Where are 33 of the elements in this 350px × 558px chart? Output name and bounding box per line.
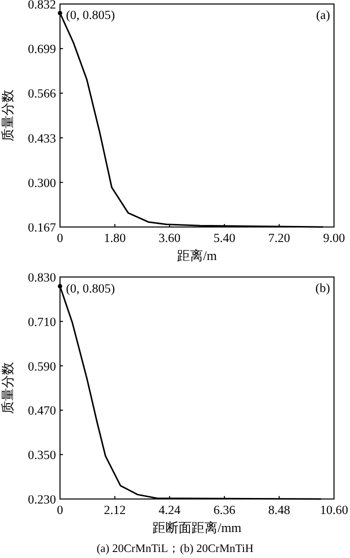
annotation: (0, 0.805) bbox=[66, 8, 115, 22]
x-tick-label: 3.60 bbox=[158, 231, 181, 245]
y-tick-label: 0.167 bbox=[28, 220, 56, 234]
y-tick-label: 0.566 bbox=[28, 86, 56, 101]
y-tick-label: 0.832 bbox=[28, 0, 56, 12]
y-tick-label: 0.710 bbox=[28, 314, 56, 329]
annotation: (0, 0.805) bbox=[66, 281, 115, 296]
y-tick-label: 0.433 bbox=[28, 131, 56, 146]
annotation: (a) bbox=[316, 8, 330, 22]
y-tick-label: 0.300 bbox=[28, 176, 56, 190]
y-tick-label: 0.350 bbox=[28, 448, 56, 462]
y-tick-label: 0.590 bbox=[28, 359, 56, 374]
text: (a) 20CrMnTiL；(b) 20CrMnTiH bbox=[96, 543, 254, 555]
x-tick-label: 10.60 bbox=[320, 503, 348, 517]
x-tick-label: 0 bbox=[56, 503, 64, 517]
y-tick-label: 0.230 bbox=[28, 492, 56, 506]
x-tick-label: 6.36 bbox=[213, 503, 236, 517]
x-tick-label: 2.12 bbox=[104, 503, 126, 517]
y-tick-label: 0.470 bbox=[28, 404, 56, 418]
x-tick-label: 8.48 bbox=[268, 503, 290, 517]
x-axis-title: 距离/m bbox=[177, 248, 217, 263]
x-tick-label: 1.80 bbox=[104, 231, 126, 245]
y-axis-title: 质量分数 bbox=[0, 362, 15, 414]
x-tick-label: 4.24 bbox=[158, 503, 182, 517]
y-tick-label: 0.830 bbox=[28, 270, 56, 284]
x-tick-label: 0 bbox=[56, 231, 64, 245]
y-tick-label: 0.699 bbox=[28, 42, 56, 56]
x-tick-label: 5.40 bbox=[213, 231, 236, 245]
y-axis-title: 质量分数 bbox=[0, 90, 15, 142]
x-tick-label: 9.00 bbox=[323, 231, 345, 245]
x-tick-label: 7.20 bbox=[268, 231, 290, 245]
annotation: (b) bbox=[315, 281, 330, 295]
x-axis-title: 距断面距离/mm bbox=[152, 520, 242, 535]
